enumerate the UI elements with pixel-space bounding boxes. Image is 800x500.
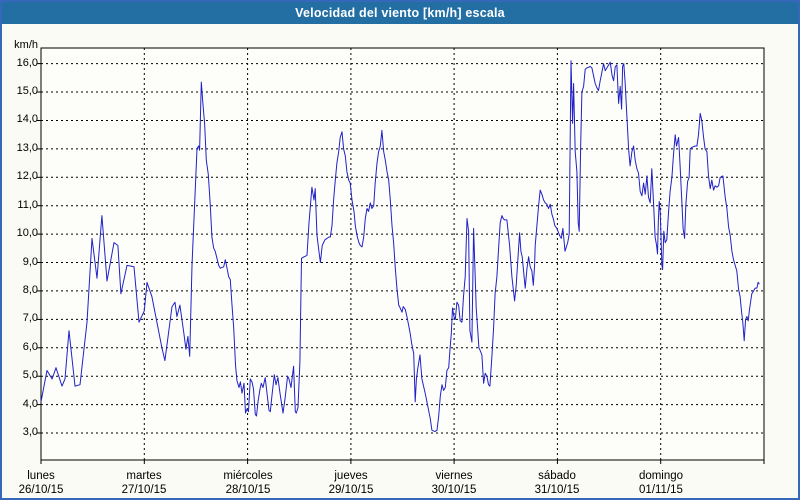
chart-title-bar: Velocidad del viento [km/h] escala [2, 2, 798, 24]
day-date: 30/10/15 [431, 484, 477, 496]
y-tick-label: 13,0 [16, 142, 38, 154]
y-tick-label: 16,0 [16, 57, 38, 69]
y-tick-label: 8,0 [22, 284, 38, 296]
y-tick-label: 14,0 [16, 113, 38, 125]
y-tick-label: 3,0 [22, 426, 38, 438]
day-label: jueves 29/10/15 [305, 469, 397, 497]
y-tick-label: 7,0 [22, 312, 38, 324]
y-tick-label: 9,0 [22, 256, 38, 268]
day-name: lunes [27, 470, 55, 482]
wind-speed-line-chart [37, 47, 765, 464]
plot-background [41, 48, 764, 460]
day-date: 31/10/15 [534, 484, 580, 496]
y-tick-label: 5,0 [22, 369, 38, 381]
day-name: domingo [638, 470, 684, 482]
day-label: lunes 26/10/15 [2, 469, 87, 497]
chart-title: Velocidad del viento [km/h] escala [295, 6, 505, 20]
day-label: viernes 30/10/15 [408, 469, 500, 497]
day-name: martes [126, 470, 162, 482]
plot-border [40, 47, 765, 461]
y-tick-label: 10,0 [16, 227, 38, 239]
day-name: miércoles [223, 470, 273, 482]
day-name: sábado [538, 470, 576, 482]
day-label: miércoles 28/10/15 [202, 469, 294, 497]
wind-speed-series-line [40, 60, 760, 433]
day-label: domingo 01/11/15 [615, 469, 707, 497]
y-tick-label: 12,0 [16, 170, 38, 182]
y-tick-label: 4,0 [22, 398, 38, 410]
day-date: 26/10/15 [18, 484, 64, 496]
y-axis-unit-label: km/h [14, 39, 38, 51]
day-name: viernes [435, 470, 473, 482]
day-label: sábado 31/10/15 [511, 469, 603, 497]
day-label: martes 27/10/15 [98, 469, 190, 497]
y-tick-label: 11,0 [17, 199, 38, 211]
y-tick-label: 15,0 [16, 85, 38, 97]
day-date: 01/11/15 [639, 484, 683, 496]
day-date: 29/10/15 [328, 484, 374, 496]
day-name: jueves [334, 470, 368, 482]
day-date: 28/10/15 [225, 484, 271, 496]
day-date: 27/10/15 [121, 484, 167, 496]
y-tick-label: 6,0 [22, 341, 38, 353]
